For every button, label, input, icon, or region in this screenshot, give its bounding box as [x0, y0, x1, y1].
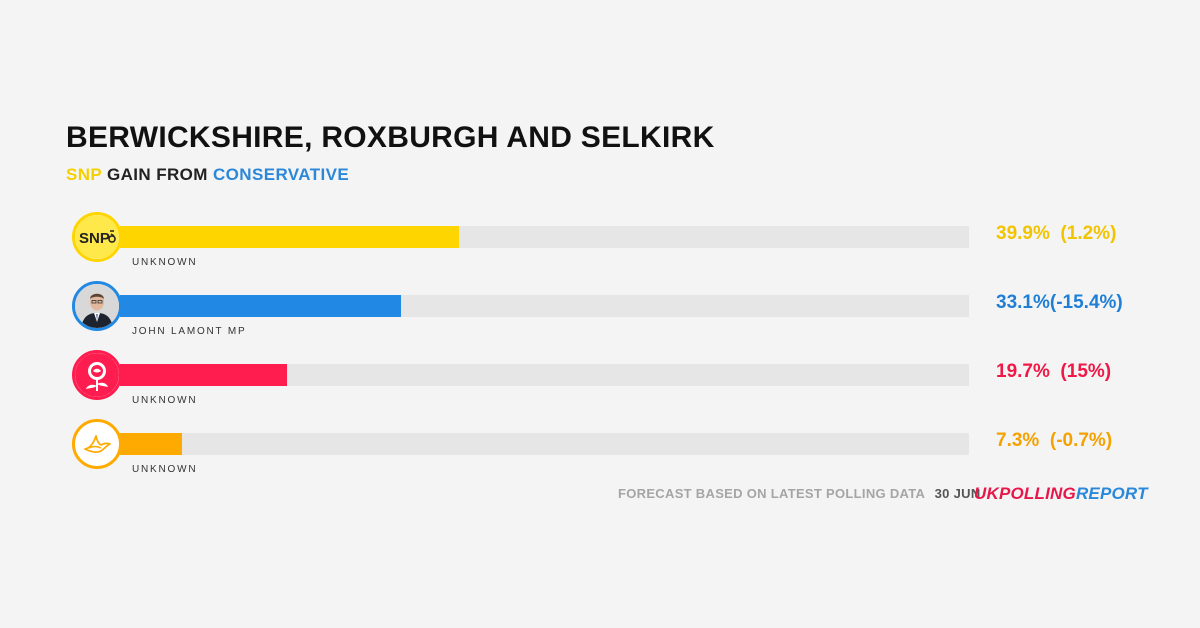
party-row: SNP UNKNOWN 39.9% (1.2%)	[72, 212, 1172, 270]
vote-share-bar	[120, 226, 459, 248]
vote-share-bar	[120, 433, 182, 455]
vote-share-bar	[120, 364, 287, 386]
vote-share-value: 7.3%	[996, 430, 1040, 451]
candidate-name: UNKNOWN	[132, 257, 198, 268]
vote-share-change: (-0.7%)	[1039, 430, 1113, 451]
brand-part-report: REPORT	[1075, 484, 1148, 503]
party-row: UNKNOWN 19.7% (15%)	[72, 350, 1172, 408]
vote-share-value: 19.7%	[996, 361, 1050, 382]
brand-part-polling: POLLING	[998, 484, 1076, 503]
candidate-photo-icon	[72, 281, 122, 331]
vote-share-label: 7.3% (-0.7%)	[996, 430, 1146, 452]
candidate-name: UNKNOWN	[132, 395, 198, 406]
vote-share-change: (15%)	[1049, 361, 1112, 382]
ukpollingreport-logo: UKPOLLINGREPORT	[974, 484, 1148, 504]
vote-share-change: (-15.4%)	[1049, 292, 1123, 313]
libdem-bird-icon	[72, 419, 122, 469]
vote-share-change: (1.2%)	[1049, 223, 1117, 244]
svg-text:SNP: SNP	[79, 230, 110, 247]
snp-logo-icon: SNP	[72, 212, 122, 262]
candidate-name: JOHN LAMONT MP	[132, 326, 247, 337]
page-title: BERWICKSHIRE, ROXBURGH AND SELKIRK	[66, 121, 715, 154]
forecast-date: 30 JUN	[934, 486, 981, 501]
bar-track	[120, 295, 969, 317]
party-row: JOHN LAMONT MP 33.1%(-15.4%)	[72, 281, 1172, 339]
brand-part-uk: UK	[974, 484, 999, 503]
bar-track	[120, 433, 969, 455]
vote-share-bar	[120, 295, 401, 317]
gain-text: GAIN FROM	[106, 165, 208, 184]
vote-share-value: 39.9%	[996, 223, 1050, 244]
party-row: UNKNOWN 7.3% (-0.7%)	[72, 419, 1172, 477]
bar-track	[120, 226, 969, 248]
loser-party-label: CONSERVATIVE	[212, 165, 350, 184]
vote-share-value: 33.1%	[996, 292, 1050, 313]
result-subtitle: SNP GAIN FROM CONSERVATIVE	[66, 164, 349, 186]
vote-share-label: 19.7% (15%)	[996, 361, 1146, 383]
labour-rose-icon	[72, 350, 122, 400]
forecast-note: FORECAST BASED ON LATEST POLLING DATA	[618, 486, 925, 501]
vote-share-label: 39.9% (1.2%)	[996, 223, 1146, 245]
forecast-footer: FORECAST BASED ON LATEST POLLING DATA 30…	[618, 486, 981, 501]
winner-party-label: SNP	[66, 165, 102, 184]
vote-share-label: 33.1%(-15.4%)	[996, 292, 1146, 314]
bar-track	[120, 364, 969, 386]
candidate-name: UNKNOWN	[132, 464, 198, 475]
